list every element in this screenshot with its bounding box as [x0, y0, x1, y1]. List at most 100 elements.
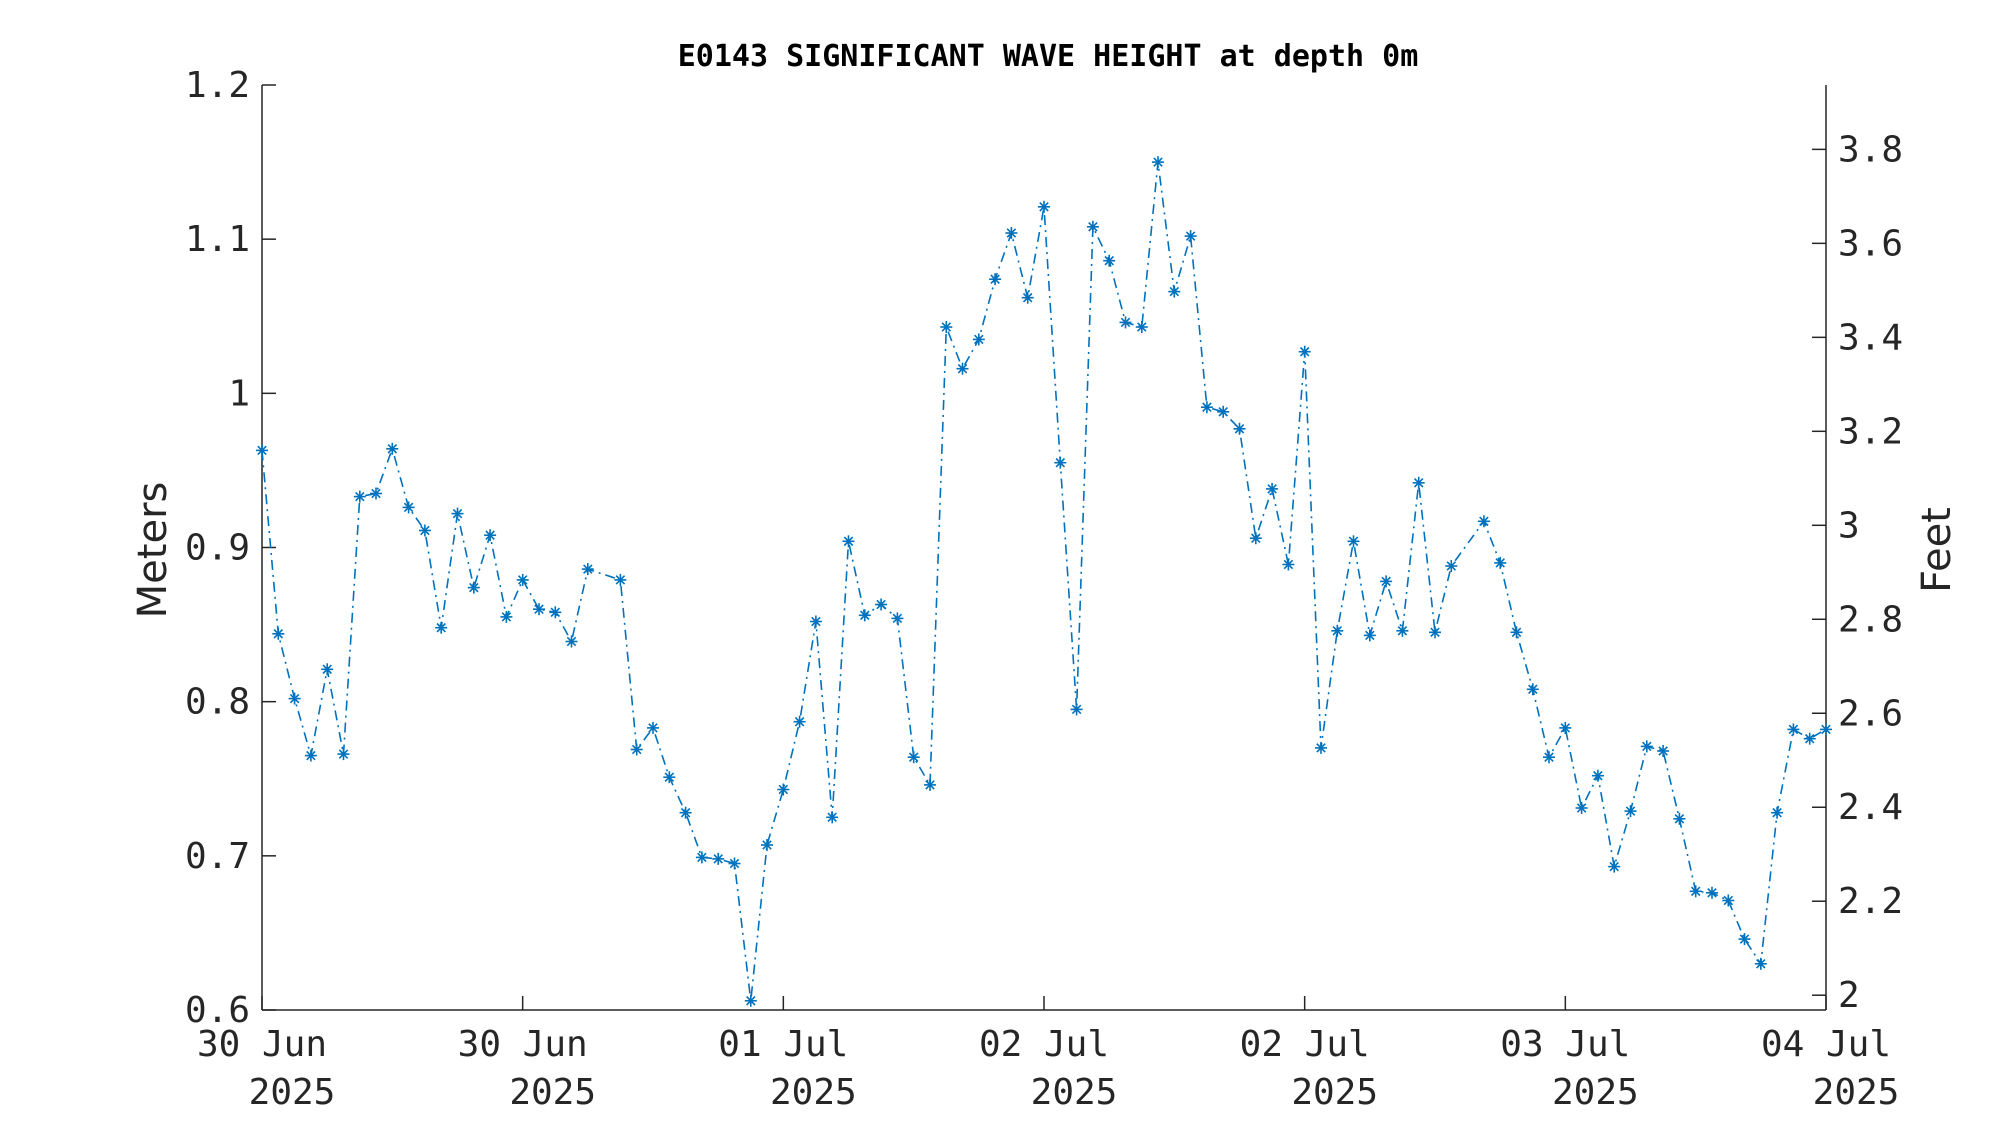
data-point [1005, 227, 1018, 239]
data-point [712, 852, 725, 865]
data-point [1380, 575, 1393, 588]
data-point [630, 743, 643, 756]
data-point [1347, 535, 1360, 548]
left-y-axis: 0.6 0.7 0.8 0.9 1 1.1 1.2 [185, 65, 276, 1031]
y-tick-label: 0.9 [185, 528, 250, 569]
data-point [1070, 703, 1083, 716]
data-point [1559, 721, 1572, 734]
data-point [1526, 683, 1539, 696]
series-wave-height [256, 156, 1832, 1007]
data-point [1640, 740, 1653, 753]
data-point [809, 615, 822, 628]
data-point [256, 444, 268, 457]
data-point [451, 507, 464, 520]
data-point [272, 627, 285, 640]
data-point [467, 581, 480, 594]
data-point [1787, 723, 1800, 736]
y-tick-label: 1.1 [185, 219, 250, 260]
data-point [1624, 805, 1637, 818]
x-tick-label-year: 2025 [1552, 1072, 1639, 1113]
data-point [875, 598, 888, 611]
x-tick-label-year: 2025 [509, 1072, 596, 1113]
data-point [1820, 723, 1832, 736]
y2-tick-label: 2.4 [1838, 787, 1903, 828]
data-point [1103, 254, 1116, 267]
y2-tick-label: 2.8 [1838, 599, 1903, 640]
y-tick-label: 1.2 [185, 65, 250, 106]
data-point [907, 751, 920, 764]
y-tick-label: 0.6 [185, 990, 250, 1031]
y-tick-label: 1 [228, 373, 250, 414]
data-point [1266, 482, 1279, 495]
right-y-axis: 2 2.2 2.4 2.6 2.8 3 3.2 3.4 3.6 3.8 [1812, 129, 1903, 1016]
data-point [924, 778, 936, 791]
data-point [1706, 886, 1718, 899]
data-point [1689, 885, 1702, 898]
data-point [1657, 745, 1670, 757]
data-point [337, 748, 350, 761]
data-point [1200, 401, 1213, 414]
data-point [1086, 220, 1099, 233]
data-point [826, 811, 839, 824]
data-point [435, 621, 448, 634]
x-tick-label-date: 02 Jul [1240, 1024, 1370, 1065]
data-point [956, 362, 969, 375]
data-point [484, 529, 497, 542]
y2-tick-label: 3.8 [1838, 129, 1903, 170]
data-point [1282, 558, 1295, 571]
data-point [1494, 556, 1507, 569]
data-point [793, 715, 806, 728]
x-tick-label-date: 01 Jul [718, 1024, 848, 1065]
data-point [972, 333, 985, 346]
data-point [1477, 515, 1490, 528]
data-point [500, 610, 513, 623]
y-tick-label: 0.7 [185, 836, 250, 877]
data-point [891, 612, 904, 625]
x-tick-label-date: 30 Jun [458, 1024, 588, 1065]
y2-tick-label: 3.4 [1838, 317, 1903, 358]
y2-tick-label: 3.6 [1838, 223, 1903, 264]
data-point [1591, 769, 1604, 782]
data-point [614, 573, 627, 586]
data-point [1396, 624, 1409, 637]
data-point [1771, 806, 1784, 819]
data-point [1429, 626, 1441, 639]
data-point [761, 839, 773, 851]
y2-tick-label: 3 [1838, 505, 1860, 546]
y2-axis-title: Feet [1914, 507, 1960, 593]
data-point [858, 609, 871, 622]
series-line [261, 162, 1827, 1001]
y-tick-label: 0.8 [185, 682, 250, 723]
y2-tick-label: 2.6 [1838, 693, 1903, 734]
data-point [370, 487, 382, 500]
data-point [1315, 741, 1327, 754]
data-point [1363, 629, 1376, 642]
data-point [1217, 405, 1230, 418]
data-point [386, 442, 399, 455]
x-tick-label-date: 30 Jun [197, 1024, 327, 1065]
data-point [1543, 751, 1555, 764]
plot-area [261, 85, 1827, 1011]
data-point [1803, 732, 1816, 745]
x-tick-label-date: 03 Jul [1500, 1024, 1630, 1065]
data-point [353, 490, 366, 503]
data-point [1054, 456, 1067, 469]
data-point [402, 501, 415, 514]
data-point [581, 563, 594, 576]
data-point [679, 806, 692, 819]
data-point [565, 635, 578, 648]
data-point [1331, 624, 1344, 637]
data-point [516, 573, 529, 586]
data-point [1673, 812, 1686, 825]
y2-tick-label: 3.2 [1838, 411, 1903, 452]
data-point [288, 692, 301, 705]
y-axis-title: Meters [130, 482, 176, 619]
data-point [1038, 200, 1050, 213]
data-point [940, 321, 953, 333]
data-point [1135, 321, 1148, 333]
x-tick-label-year: 2025 [249, 1072, 336, 1113]
data-point [1249, 532, 1262, 545]
x-tick-label-year: 2025 [1031, 1072, 1118, 1113]
data-point [1298, 345, 1311, 358]
